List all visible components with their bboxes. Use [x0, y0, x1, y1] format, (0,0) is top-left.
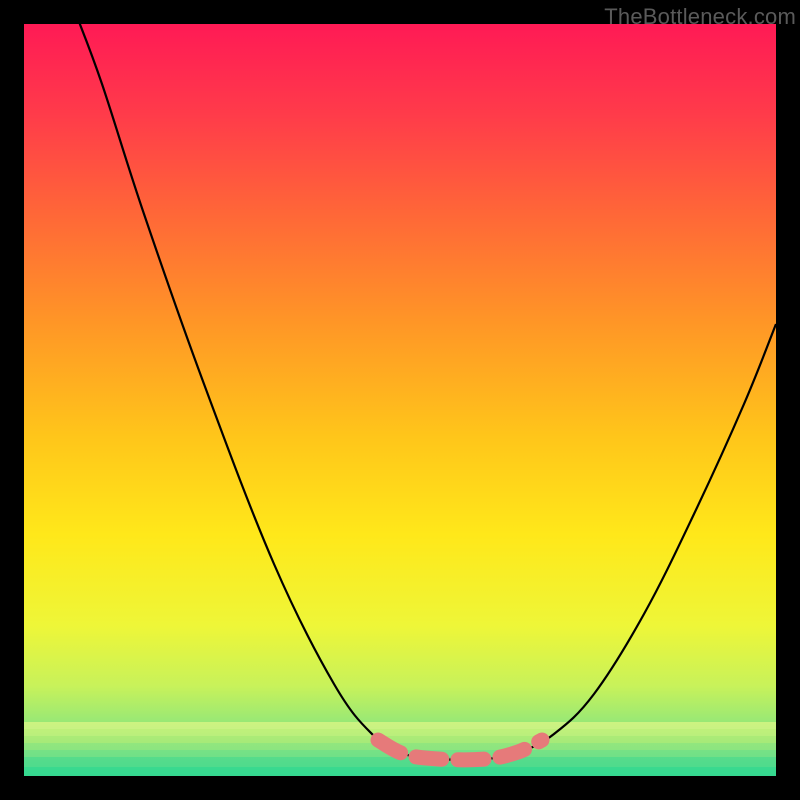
chart-frame: TheBottleneck.com [0, 0, 800, 800]
watermark-text: TheBottleneck.com [604, 4, 796, 30]
bottleneck-chart [0, 0, 800, 800]
plot-background [24, 24, 776, 776]
